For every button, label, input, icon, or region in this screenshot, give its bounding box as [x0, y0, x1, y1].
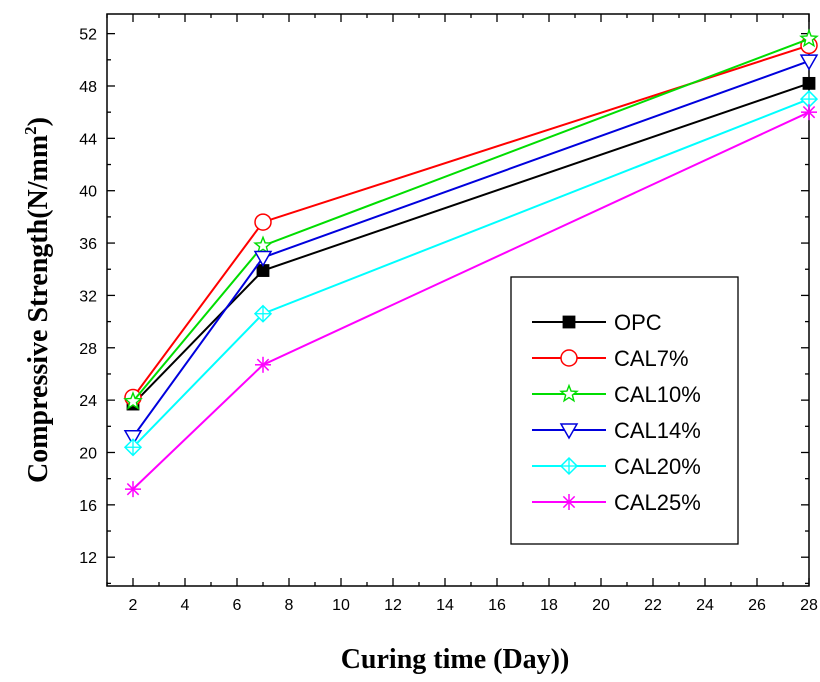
- x-tick-label: 18: [540, 597, 558, 614]
- legend-label: CAL7%: [614, 346, 689, 371]
- x-axis: 2 4 6 8 10 12 14 16 18 20 22 24 26 28: [106, 14, 818, 614]
- x-tick-label: 4: [181, 597, 190, 614]
- legend-label: OPC: [614, 310, 662, 335]
- y-axis-title-main: Compressive Strength(N/mm: [23, 135, 54, 483]
- legend-item: CAL25%: [532, 490, 701, 515]
- legend-item: CAL14%: [532, 418, 701, 443]
- y-tick-label: 16: [79, 498, 97, 515]
- plot-border: [106, 13, 810, 587]
- y-tick-label: 44: [79, 131, 97, 148]
- legend-item: CAL10%: [532, 382, 701, 407]
- data-point: [802, 76, 816, 90]
- y-tick-label: 40: [79, 184, 97, 201]
- x-tick-label: 20: [592, 597, 610, 614]
- legend-box: [510, 276, 739, 545]
- x-tick-label: 28: [800, 597, 818, 614]
- data-point: [254, 213, 272, 231]
- y-tick-label: 20: [79, 445, 97, 462]
- x-tick-label: 12: [384, 597, 402, 614]
- legend-label: CAL14%: [614, 418, 701, 443]
- legend-marker: [560, 349, 578, 367]
- series-layer: [123, 28, 819, 498]
- y-tick-label: 48: [79, 79, 97, 96]
- data-point: [123, 391, 143, 410]
- legend: OPC CAL7% CAL10% CAL14% CAL20% CAL25%: [510, 276, 739, 545]
- legend-label: CAL10%: [614, 382, 701, 407]
- legend-item: CAL20%: [532, 454, 701, 479]
- legend-marker: [559, 456, 579, 476]
- data-point: [801, 104, 817, 121]
- legend-label: CAL20%: [614, 454, 701, 479]
- x-tick-label: 8: [285, 597, 294, 614]
- series-opc: [126, 76, 816, 411]
- data-point: [123, 438, 143, 457]
- data-point: [255, 356, 271, 373]
- y-tick-label: 36: [79, 236, 97, 253]
- y-axis-title-superscript: 2: [21, 126, 40, 135]
- y-tick-label: 28: [79, 341, 97, 358]
- x-tick-label: 6: [233, 597, 242, 614]
- x-tick-label: 2: [129, 597, 138, 614]
- y-tick-label: 52: [79, 27, 97, 44]
- x-tick-label: 14: [436, 597, 454, 614]
- data-point: [799, 54, 819, 71]
- y-tick-label: 12: [79, 550, 97, 567]
- legend-marker: [559, 423, 579, 440]
- y-tick-label: 32: [79, 288, 97, 305]
- x-tick-label: 22: [644, 597, 662, 614]
- x-tick-label: 24: [696, 597, 714, 614]
- data-point: [123, 430, 143, 447]
- series-cal25pct: [125, 104, 817, 498]
- y-axis: 12 16 20 24 28 32 36 40 44 48 52: [79, 27, 809, 585]
- data-point: [256, 264, 270, 277]
- x-tick-label: 10: [332, 597, 350, 614]
- y-axis-title: Compressive Strength(N/mm2): [21, 117, 54, 483]
- y-tick-label: 24: [79, 393, 97, 410]
- y-axis-title-close: ): [23, 117, 54, 126]
- legend-marker: [559, 383, 579, 403]
- data-point: [253, 235, 273, 255]
- data-point: [125, 481, 141, 498]
- legend-marker: [561, 494, 577, 510]
- legend-item: CAL7%: [532, 346, 689, 371]
- data-point: [253, 304, 273, 323]
- legend-item: OPC: [532, 310, 662, 335]
- series-cal20pct: [123, 90, 819, 457]
- x-axis-title: Curing time (Day)): [341, 644, 570, 675]
- series-cal10pct: [123, 28, 819, 410]
- x-tick-label: 16: [488, 597, 506, 614]
- legend-label: CAL25%: [614, 490, 701, 515]
- data-point: [253, 250, 273, 267]
- data-point: [799, 28, 819, 48]
- x-tick-label: 26: [748, 597, 766, 614]
- series-cal14pct: [123, 54, 819, 447]
- legend-marker: [562, 315, 576, 329]
- plot-frame: [106, 13, 810, 587]
